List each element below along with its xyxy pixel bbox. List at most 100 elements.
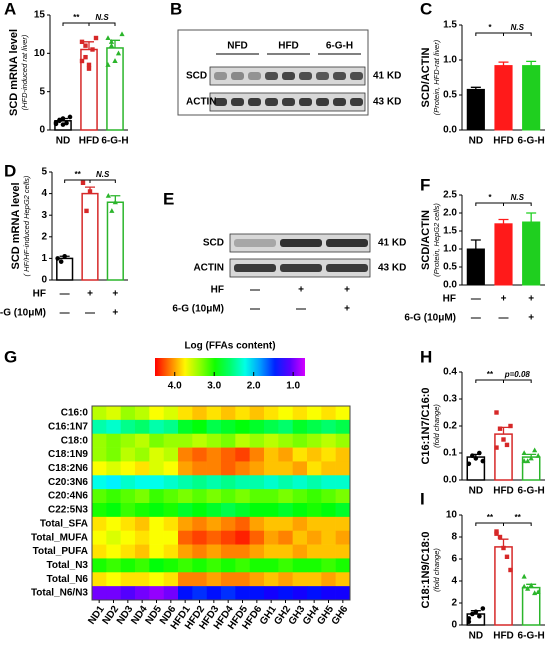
- heatmap-cell: [135, 419, 150, 435]
- blot-band: [350, 72, 363, 80]
- significance-bracket: [503, 522, 532, 526]
- blot-size-label: 41 KD: [378, 238, 406, 249]
- y-tick-label: 0.5: [443, 262, 457, 273]
- x-tick-label: HFD: [493, 136, 514, 147]
- heatmap-cell: [307, 475, 322, 490]
- blot-frame: [177, 29, 369, 116]
- y-tick-label: 0: [41, 275, 47, 286]
- heatmap-cell: [264, 503, 279, 518]
- heatmap-cell: [264, 433, 279, 448]
- panel-letter: I: [420, 489, 425, 508]
- colorbar-tick-label: 1.0: [286, 381, 300, 392]
- data-point: [477, 613, 482, 619]
- data-point: [57, 117, 62, 123]
- y-tick-label: 5: [39, 86, 45, 97]
- heatmap-cell: [278, 447, 293, 462]
- blot-row-label: ACTIN: [193, 263, 224, 274]
- blot-row-label: ACTIN: [186, 97, 217, 108]
- heatmap-cell: [149, 433, 164, 448]
- heatmap-cell: [135, 447, 150, 462]
- heatmap-cell: [206, 489, 222, 504]
- heatmap-cell: [135, 572, 150, 587]
- heatmap-cell: [178, 530, 193, 545]
- heatmap-cell: [264, 586, 279, 601]
- heatmap-cell: [321, 503, 336, 518]
- heatmap-cell: [321, 489, 336, 504]
- heatmap-cell: [278, 461, 293, 476]
- data-point: [501, 437, 506, 442]
- data-point: [115, 50, 122, 56]
- colorbar-tick-label: 4.0: [168, 381, 182, 392]
- heatmap-cell: [278, 489, 293, 504]
- condition-mark: +: [528, 313, 534, 324]
- y-tick-label: 10: [446, 510, 458, 521]
- heatmap-cell: [221, 461, 236, 476]
- heatmap-cell: [92, 544, 107, 559]
- significance-label: N.S: [96, 170, 110, 179]
- condition-label: 6-G (10μM): [172, 304, 224, 315]
- heatmap-cell: [221, 433, 236, 448]
- data-point: [497, 534, 503, 540]
- heatmap-cell: [221, 503, 236, 518]
- heatmap-cell: [120, 572, 136, 587]
- heatmap-cell: [264, 530, 279, 545]
- data-point: [470, 453, 475, 459]
- significance-label: p=0.08: [504, 370, 531, 379]
- blot-group-label: 6-G-H: [326, 41, 353, 52]
- heatmap-cell: [163, 406, 179, 421]
- panel-letter: H: [420, 347, 432, 366]
- heatmap-cell: [249, 503, 265, 518]
- y-tick-label: 0: [451, 620, 457, 631]
- data-point: [58, 259, 64, 264]
- blot-band: [248, 98, 261, 106]
- heatmap-cell: [192, 489, 207, 504]
- row-label: Total_PUFA: [33, 546, 88, 557]
- condition-mark: +: [87, 289, 93, 300]
- heatmap-cell: [163, 447, 179, 462]
- heatmap-cell: [307, 447, 322, 462]
- y-tick-label: 1.5: [443, 226, 457, 237]
- error-bar: [498, 538, 509, 547]
- x-tick-label: 6-G-H: [518, 631, 545, 642]
- heatmap-cell: [307, 586, 322, 601]
- data-point: [87, 189, 93, 194]
- data-point: [108, 39, 115, 44]
- blot-row-label: SCD: [186, 71, 207, 82]
- heatmap-cell: [135, 503, 150, 518]
- heatmap-cell: [335, 558, 351, 573]
- heatmap-cell: [92, 406, 107, 421]
- heatmap-cell: [178, 461, 193, 476]
- condition-mark: —: [250, 285, 260, 296]
- heatmap-cell: [235, 558, 250, 573]
- y-tick-label: 1.5: [443, 20, 457, 31]
- condition-mark: +: [112, 289, 118, 300]
- significance-label: **: [487, 513, 494, 522]
- heatmap-cell: [307, 544, 322, 559]
- data-point: [521, 573, 527, 579]
- heatmap-cell: [221, 447, 236, 462]
- data-point: [62, 253, 67, 259]
- panel-letter: F: [420, 175, 430, 194]
- significance-label: N.S: [511, 23, 525, 32]
- blot-size-label: 43 KD: [378, 263, 406, 274]
- data-point: [112, 58, 118, 63]
- heatmap-cell: [221, 530, 236, 545]
- heatmap-cell: [264, 544, 279, 559]
- colorbar-tick-label: 2.0: [247, 381, 261, 392]
- condition-mark: —: [296, 304, 306, 315]
- heatmap-cell: [292, 447, 308, 462]
- heatmap-cell: [178, 447, 193, 462]
- heatmap-cell: [149, 572, 164, 587]
- bar: [466, 248, 485, 286]
- error-bar: [470, 239, 481, 249]
- heatmap-cell: [106, 419, 121, 435]
- heatmap-cell: [292, 461, 308, 476]
- heatmap-cell: [335, 475, 351, 490]
- heatmap-cell: [335, 461, 351, 476]
- y-axis-sublabel: (fold change): [432, 404, 441, 448]
- y-tick-label: 6: [451, 554, 457, 565]
- heatmap-cell: [206, 558, 222, 573]
- data-point: [105, 62, 111, 67]
- heatmap-cell: [278, 544, 293, 559]
